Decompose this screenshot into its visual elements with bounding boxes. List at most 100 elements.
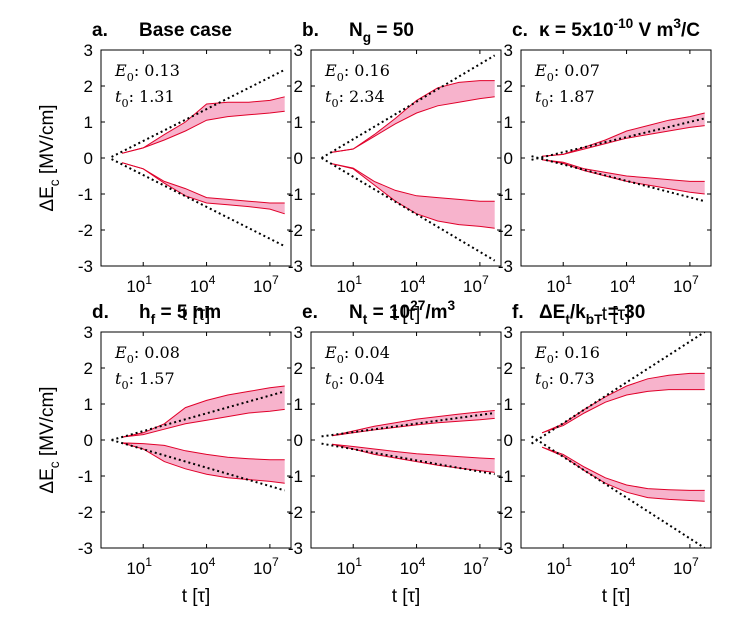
- y-tick-label: -1: [498, 185, 513, 204]
- x-tick-label: 107: [253, 273, 279, 296]
- upper-band-high-edge: [121, 96, 285, 154]
- lower-band-high-edge: [541, 446, 705, 491]
- y-tick-label: 0: [84, 149, 93, 168]
- upper-band-low-edge: [541, 389, 705, 434]
- y-tick-label: 2: [504, 359, 513, 378]
- panel-c: -3 -2 -1 0 1 2 3 101 104 107 t [τ] c. κ = 5x10-10 V …: [498, 16, 712, 325]
- x-tick-label: 104: [610, 273, 636, 296]
- upper-trend-line: [321, 412, 495, 438]
- e0-annotation: E0: 0.07: [534, 61, 600, 84]
- panel-a: -3 -2 -1 0 1 2 3 101 104 107 t [τ] ΔEc [MV/cm] a. Bas…: [37, 20, 292, 325]
- x-tick-label: 104: [400, 273, 426, 296]
- y-tick-label: -3: [78, 257, 93, 276]
- y-tick-label: -1: [288, 467, 303, 486]
- upper-trend-line: [531, 332, 706, 445]
- y-tick-label: 1: [504, 395, 513, 414]
- panel-letter: c.: [512, 20, 528, 41]
- y-tick-label: 1: [84, 395, 93, 414]
- upper-band-low-edge: [332, 96, 495, 153]
- lower-trend-line: [111, 439, 285, 492]
- t0-annotation: t0: 1.31: [115, 87, 175, 110]
- lower-band-high-edge: [332, 163, 495, 202]
- upper-trend-line: [111, 68, 286, 158]
- upper-band-high-edge: [122, 385, 285, 438]
- upper-band-high-edge: [331, 410, 495, 437]
- y-tick-label: 3: [294, 41, 303, 60]
- y-tick-label: -2: [288, 221, 303, 240]
- lower-band-low-edge: [121, 442, 285, 484]
- upper-band-fill: [542, 373, 705, 433]
- y-tick-label: 3: [294, 323, 303, 342]
- y-tick-label: 0: [294, 431, 303, 450]
- x-tick-label: 104: [190, 555, 216, 578]
- x-tick-label: 104: [610, 555, 636, 578]
- plot-area: [531, 112, 705, 203]
- x-tick-label: 101: [546, 273, 572, 296]
- lower-band-low-edge: [542, 159, 705, 195]
- x-axis-label: t [τ]: [392, 586, 421, 607]
- y-tick-label: 0: [504, 149, 513, 168]
- lower-trend-line: [321, 442, 495, 476]
- panel-title: Base case: [139, 20, 232, 41]
- lower-trend-line: [531, 435, 706, 548]
- y-tick-label: -2: [78, 221, 93, 240]
- y-tick-label: -3: [78, 539, 93, 558]
- y-axis-label: ΔEc [MV/cm]: [37, 104, 62, 211]
- y-tick-label: 0: [84, 431, 93, 450]
- y-tick-label: -1: [78, 185, 93, 204]
- panel-title: hf = 5 nm: [139, 302, 221, 327]
- plot-area: [321, 410, 495, 476]
- panel-d: -3 -2 -1 0 1 2 3 101 104 107 t [τ] ΔEc [MV/cm] d. hf …: [37, 302, 292, 607]
- panel-title: ΔEt/kbT = 30: [539, 302, 645, 327]
- x-tick-label: 104: [190, 273, 216, 296]
- y-axis-label: ΔEc [MV/cm]: [37, 386, 62, 493]
- y-tick-label: -2: [288, 503, 303, 522]
- upper-band-low-edge: [122, 408, 285, 438]
- panel-b: -3 -2 -1 0 1 2 3 101 104 107 t [τ] b. Ng = 50 E0: 0.1…: [288, 20, 502, 325]
- y-tick-label: -3: [288, 539, 303, 558]
- panel-title: Nt = 1027/m3: [349, 298, 456, 327]
- y-tick-label: 3: [84, 323, 93, 342]
- y-tick-label: -1: [78, 467, 93, 486]
- y-tick-label: 0: [294, 149, 303, 168]
- x-axis-label: t [τ]: [182, 304, 211, 325]
- y-tick-label: 1: [294, 113, 303, 132]
- x-tick-label: 107: [673, 555, 699, 578]
- panel-f: -3 -2 -1 0 1 2 3 101 104 107 t [τ] f. ΔEt/kbT = 30 E0…: [498, 302, 712, 607]
- upper-band-low-edge: [542, 125, 705, 157]
- lower-band-low-edge: [331, 443, 495, 473]
- x-axis-label: t [τ]: [602, 304, 631, 325]
- y-tick-label: -2: [498, 503, 513, 522]
- panel-letter: d.: [92, 302, 109, 323]
- x-tick-label: 101: [126, 273, 152, 296]
- x-tick-label: 101: [336, 555, 362, 578]
- panel-letter: b.: [302, 20, 319, 41]
- panel-letter: e.: [302, 302, 318, 323]
- plot-area: [111, 68, 286, 248]
- panel-title: Ng = 50: [349, 20, 414, 45]
- y-tick-label: 2: [84, 77, 93, 96]
- y-tick-label: -3: [498, 539, 513, 558]
- plot-area: [531, 332, 706, 548]
- t0-annotation: t0: 0.04: [325, 369, 385, 392]
- y-tick-label: -1: [288, 185, 303, 204]
- lower-trend-line: [111, 158, 286, 248]
- x-axis-label: t [τ]: [602, 586, 631, 607]
- upper-band-low-edge: [121, 110, 285, 154]
- x-tick-label: 101: [126, 555, 152, 578]
- y-tick-label: 2: [294, 77, 303, 96]
- y-tick-label: 3: [84, 41, 93, 60]
- upper-trend-line: [321, 54, 496, 159]
- x-tick-label: 107: [253, 555, 279, 578]
- y-tick-label: -3: [288, 257, 303, 276]
- upper-band-fill: [122, 96, 285, 154]
- lower-band-fill: [122, 442, 285, 484]
- x-axis-label: t [τ]: [392, 304, 421, 325]
- upper-band-fill: [542, 113, 705, 157]
- t0-annotation: t0: 1.57: [115, 369, 175, 392]
- y-tick-label: 1: [84, 113, 93, 132]
- y-tick-label: -2: [78, 503, 93, 522]
- lower-band-high-edge: [332, 443, 495, 460]
- e0-annotation: E0: 0.08: [114, 343, 180, 366]
- y-tick-label: 3: [504, 41, 513, 60]
